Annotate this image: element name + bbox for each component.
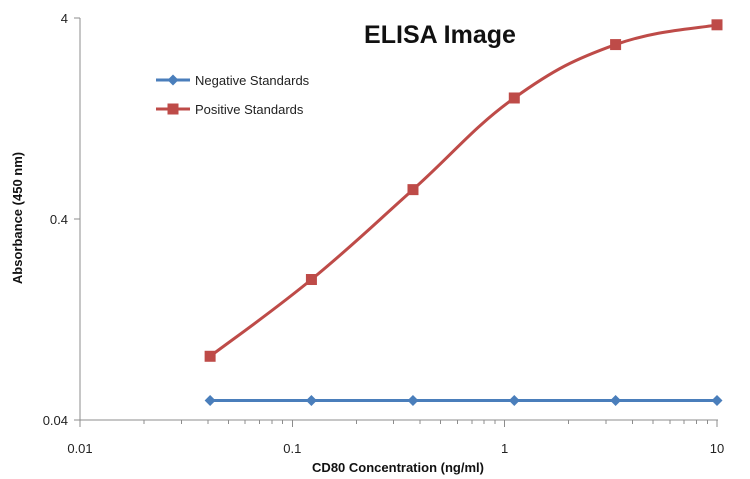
series-negative-standards	[204, 395, 723, 407]
legend-item-negative-standards: Negative Standards	[156, 73, 310, 88]
x-tick-label: 10	[710, 441, 724, 456]
series-layer	[204, 19, 723, 407]
y-tick-label: 0.4	[50, 212, 68, 227]
data-point-positive-standards	[610, 39, 622, 51]
data-point-positive-standards	[407, 184, 419, 196]
data-point-positive-standards	[711, 19, 723, 31]
data-point-positive-standards	[508, 92, 520, 104]
y-axis-ticks: 0.04 0.4 4	[43, 11, 80, 428]
data-point-negative-standards	[305, 395, 317, 407]
x-tick-label: 0.1	[283, 441, 301, 456]
y-axis-title: Absorbance (450 nm)	[10, 152, 25, 284]
data-point-negative-standards	[711, 395, 723, 407]
series-positive-standards	[204, 19, 723, 362]
legend: Negative Standards Positive Standards	[156, 73, 310, 117]
legend-swatch-marker	[167, 103, 179, 115]
legend-label: Positive Standards	[195, 102, 304, 117]
y-tick-label: 0.04	[43, 413, 68, 428]
data-point-negative-standards	[407, 395, 419, 407]
legend-item-positive-standards: Positive Standards	[156, 102, 304, 117]
series-line-positive-standards	[209, 23, 718, 358]
legend-label: Negative Standards	[195, 73, 310, 88]
x-tick-label: 1	[501, 441, 508, 456]
data-point-negative-standards	[508, 395, 520, 407]
data-point-positive-standards	[204, 350, 216, 362]
y-tick-label: 4	[61, 11, 68, 26]
data-point-negative-standards	[204, 395, 216, 407]
x-tick-label: 0.01	[67, 441, 92, 456]
legend-swatch-marker	[167, 74, 179, 86]
data-point-negative-standards	[610, 395, 622, 407]
chart-title: ELISA Image	[364, 21, 516, 49]
x-axis-ticks: 0.01 0.1 1 10	[67, 420, 724, 456]
x-axis-title: CD80 Concentration (ng/ml)	[312, 460, 484, 475]
data-point-positive-standards	[305, 274, 317, 286]
